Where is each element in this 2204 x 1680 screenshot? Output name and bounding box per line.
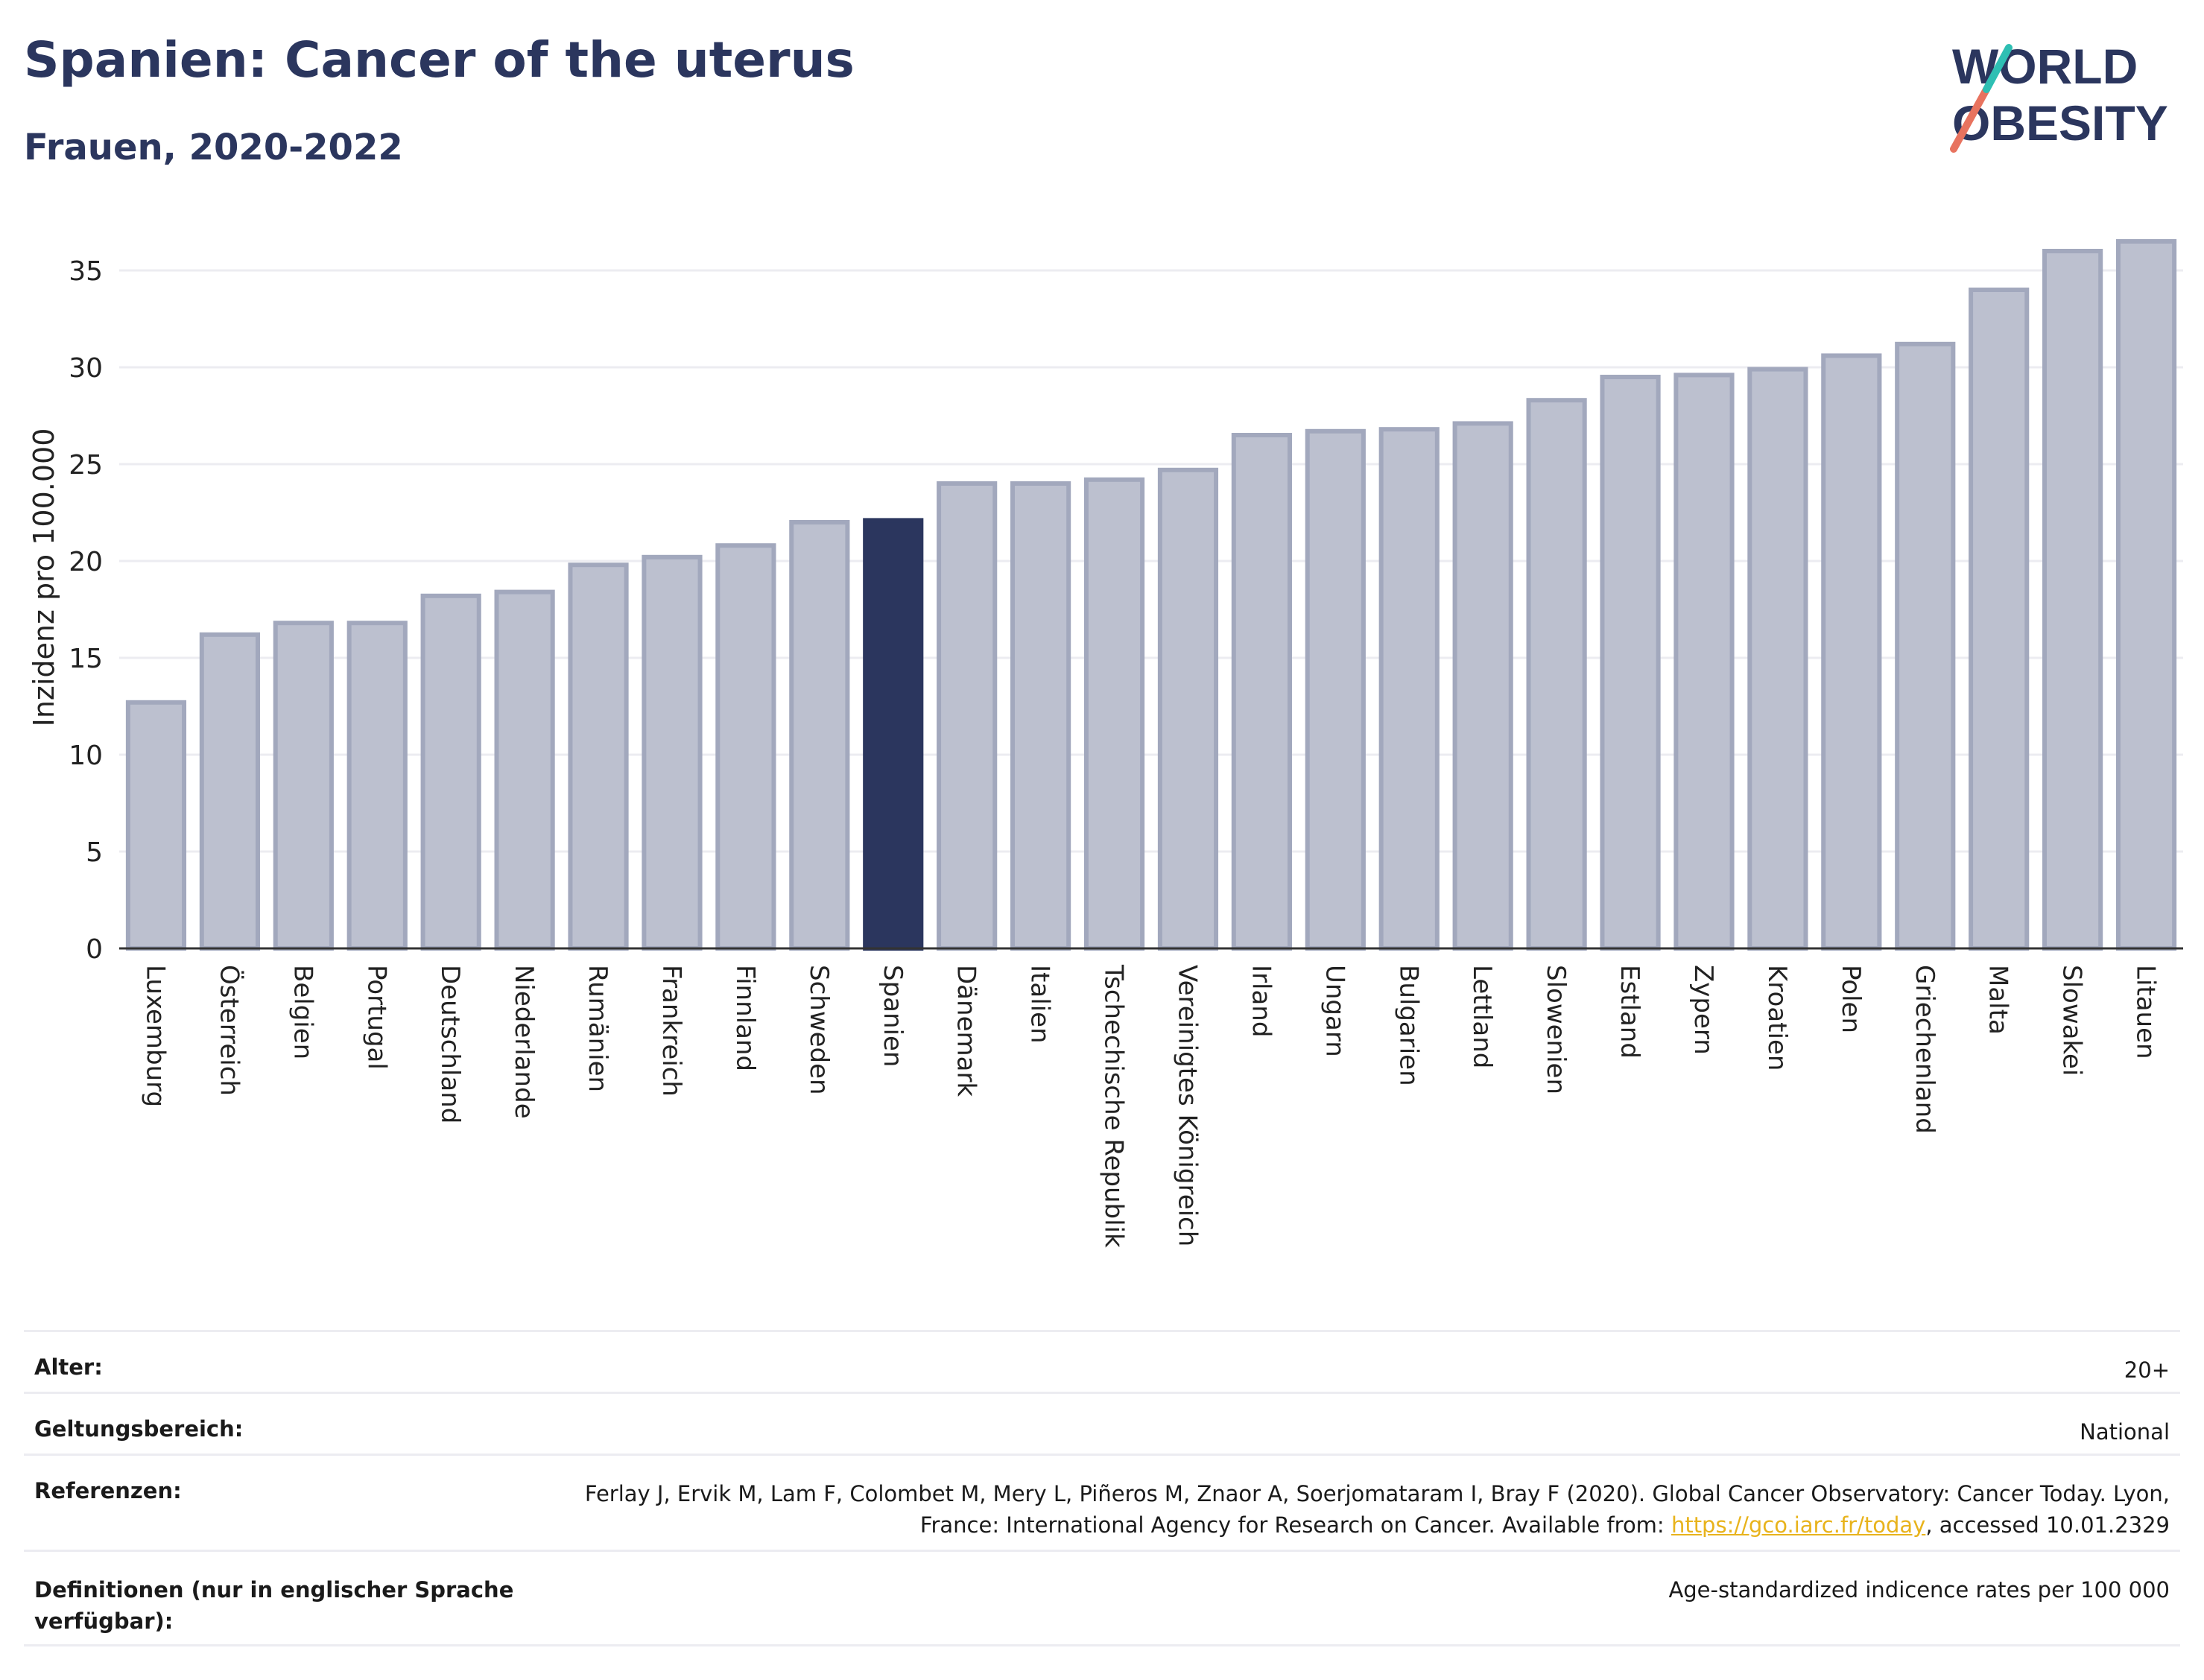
y-tick-label: 10 bbox=[69, 741, 103, 771]
bar-österreich[interactable] bbox=[199, 632, 260, 951]
x-tick-label: Kroatien bbox=[1762, 965, 1792, 1071]
x-tick-label: Österreich bbox=[214, 965, 244, 1096]
x-tick-label: Luxemburg bbox=[140, 965, 170, 1107]
meta-value-scope: National bbox=[2080, 1419, 2170, 1445]
meta-label-age: Alter: bbox=[34, 1354, 103, 1380]
y-tick-label: 20 bbox=[69, 547, 103, 577]
bar-belgien[interactable] bbox=[273, 621, 334, 951]
x-tick-label: Finnland bbox=[730, 965, 760, 1071]
metadata-table: Alter: 20+ Geltungsbereich: National Ref… bbox=[24, 1330, 2180, 1646]
y-tick-label: 35 bbox=[69, 256, 103, 287]
bar-bulgarien[interactable] bbox=[1378, 427, 1440, 951]
meta-value-definitions: Age-standardized indicence rates per 100… bbox=[1668, 1577, 2170, 1603]
x-tick-label: Rumänien bbox=[583, 965, 612, 1092]
logo-text-line1: WORLD bbox=[1952, 39, 2138, 94]
y-axis: 0 5 10 15 20 25 30 35 bbox=[69, 256, 103, 965]
bar-litauen[interactable] bbox=[2115, 239, 2177, 951]
bar-chart: 0 5 10 15 20 25 30 35 Luxemburg Österreich Belgie… bbox=[28, 239, 2183, 1248]
y-tick-label: 15 bbox=[69, 644, 103, 674]
reference-link[interactable]: https://gco.iarc.fr/today bbox=[1671, 1512, 1926, 1538]
bar-slowenien[interactable] bbox=[1526, 398, 1587, 951]
meta-row-definitions: Definitionen (nur in englischer Sprache … bbox=[24, 1550, 2180, 1646]
x-tick-label: Lettland bbox=[1467, 965, 1497, 1068]
x-tick-label: Zypern bbox=[1688, 965, 1718, 1055]
x-tick-label: Tschechische Republik bbox=[1099, 964, 1129, 1248]
logo-text-line2: OBESITY bbox=[1952, 95, 2168, 150]
y-tick-label: 25 bbox=[69, 450, 103, 481]
x-tick-label: Spanien bbox=[878, 965, 908, 1067]
x-tick-label: Slowakei bbox=[2057, 965, 2087, 1076]
bar-tschechische-republik[interactable] bbox=[1083, 477, 1145, 951]
meta-value-age: 20+ bbox=[2124, 1357, 2170, 1383]
bar-deutschland[interactable] bbox=[420, 593, 481, 951]
bar-slowakei[interactable] bbox=[2042, 249, 2103, 951]
bar-rumänien[interactable] bbox=[568, 562, 629, 951]
bar-frankreich[interactable] bbox=[642, 554, 703, 951]
logo-slash-teal bbox=[1983, 44, 2013, 93]
x-tick-label: Dänemark bbox=[951, 965, 981, 1097]
logo-slash-coral bbox=[1950, 86, 1990, 153]
meta-row-scope: Geltungsbereich: National bbox=[24, 1392, 2180, 1454]
meta-row-references: Referenzen: Ferlay J, Ervik M, Lam F, Co… bbox=[24, 1454, 2180, 1550]
bar-lettland[interactable] bbox=[1452, 421, 1513, 951]
x-tick-label: Griechenland bbox=[1910, 965, 1939, 1134]
x-tick-label: Slowenien bbox=[1541, 965, 1571, 1094]
bar-vereinigtes-königreich[interactable] bbox=[1157, 467, 1219, 951]
chart-subtitle: Frauen, 2020-2022 bbox=[24, 127, 403, 168]
x-tick-label: Irland bbox=[1246, 965, 1276, 1037]
x-tick-label: Estland bbox=[1615, 965, 1644, 1059]
meta-label-scope: Geltungsbereich: bbox=[34, 1416, 244, 1442]
bar-griechenland[interactable] bbox=[1895, 341, 1956, 951]
bar-zypern[interactable] bbox=[1673, 373, 1735, 951]
x-axis: Luxemburg Österreich Belgien Portugal Deutsc… bbox=[119, 947, 2183, 1248]
x-tick-label: Niederlande bbox=[509, 965, 539, 1119]
bar-ungarn[interactable] bbox=[1305, 428, 1366, 951]
x-tick-label: Schweden bbox=[804, 965, 834, 1095]
bar-malta[interactable] bbox=[1969, 288, 2030, 951]
x-tick-label: Litauen bbox=[2131, 965, 2161, 1059]
bar-polen[interactable] bbox=[1821, 353, 1882, 951]
x-tick-label: Italien bbox=[1025, 965, 1055, 1044]
bar-finnland[interactable] bbox=[715, 543, 776, 951]
y-tick-label: 30 bbox=[69, 353, 103, 384]
x-tick-label: Portugal bbox=[361, 965, 391, 1070]
x-tick-label: Ungarn bbox=[1320, 965, 1349, 1057]
chart-title: Spanien: Cancer of the uterus bbox=[24, 31, 855, 89]
meta-value-references: Ferlay J, Ervik M, Lam F, Colombet M, Me… bbox=[572, 1456, 2180, 1550]
x-tick-label: Deutschland bbox=[435, 965, 465, 1123]
world-obesity-logo: WORLD OBESITY bbox=[1950, 39, 2168, 153]
bar-italien[interactable] bbox=[1010, 481, 1071, 951]
x-tick-label: Frankreich bbox=[656, 965, 686, 1097]
x-tick-label: Polen bbox=[1836, 965, 1866, 1033]
x-tick-label: Vereinigtes Königreich bbox=[1172, 965, 1202, 1246]
meta-label-references: Referenzen: bbox=[34, 1478, 182, 1503]
y-tick-label: 5 bbox=[86, 837, 103, 868]
bar-dänemark[interactable] bbox=[937, 481, 998, 951]
bar-luxemburg[interactable] bbox=[125, 700, 187, 951]
bar-kroatien[interactable] bbox=[1747, 367, 1808, 951]
meta-row-age: Alter: 20+ bbox=[24, 1330, 2180, 1392]
bar-niederlande[interactable] bbox=[494, 589, 555, 951]
reference-text: Ferlay J, Ervik M, Lam F, Colombet M, Me… bbox=[584, 1481, 2170, 1538]
bar-portugal[interactable] bbox=[346, 621, 408, 951]
bar-spanien[interactable] bbox=[863, 518, 924, 951]
bar-estland[interactable] bbox=[1600, 375, 1661, 951]
bar-schweden[interactable] bbox=[789, 520, 850, 951]
y-tick-label: 0 bbox=[86, 934, 103, 965]
x-tick-label: Belgien bbox=[288, 965, 317, 1059]
bars bbox=[125, 239, 2177, 951]
x-tick-label: Bulgarien bbox=[1393, 965, 1423, 1086]
x-tick-label: Malta bbox=[1983, 965, 2013, 1035]
bar-irland[interactable] bbox=[1231, 433, 1292, 951]
meta-label-definitions: Definitionen (nur in englischer Sprache … bbox=[34, 1577, 514, 1635]
y-axis-label: Inzidenz pro 100.000 bbox=[28, 428, 60, 727]
reference-accessed: , accessed 10.01.2329 bbox=[1925, 1512, 2170, 1538]
